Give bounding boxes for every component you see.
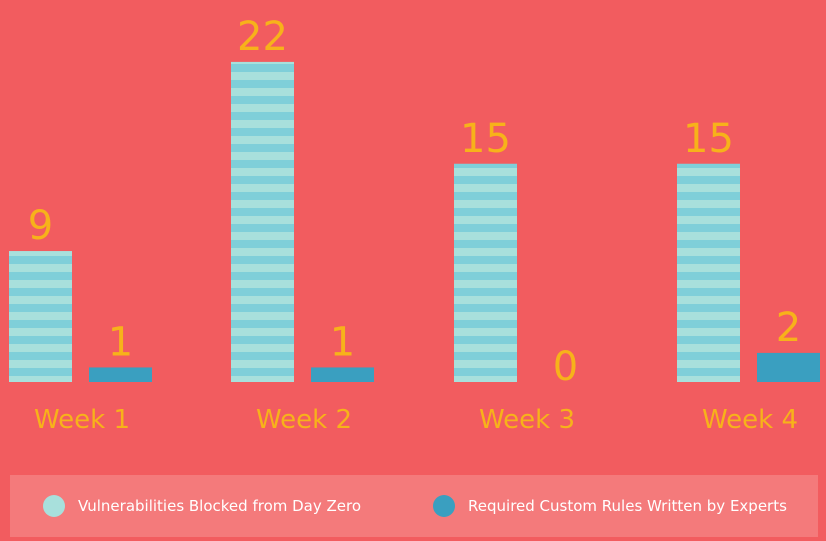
legend-swatch-custom-rules xyxy=(433,495,456,517)
bar-blocked-week-4 xyxy=(677,163,740,382)
x-tick-label-week-4: Week 4 xyxy=(702,405,798,435)
data-label-custom-rules-week-2: 1 xyxy=(330,319,355,365)
data-label-custom-rules-week-1: 1 xyxy=(108,319,133,365)
legend-item-blocked: Vulnerabilities Blocked from Day Zero xyxy=(43,495,361,517)
legend-swatch-blocked xyxy=(43,495,65,517)
chart-legend: Vulnerabilities Blocked from Day Zero Re… xyxy=(10,475,818,537)
data-label-custom-rules-week-3: 0 xyxy=(553,344,578,390)
bar-custom-rules-week-2 xyxy=(311,367,374,382)
data-label-blocked-week-4: 15 xyxy=(683,116,734,162)
x-tick-label-week-3: Week 3 xyxy=(479,405,575,435)
x-tick-label-week-2: Week 2 xyxy=(256,405,352,435)
bar-blocked-week-1 xyxy=(9,251,72,382)
bar-blocked-week-3 xyxy=(454,163,517,382)
legend-label-custom-rules: Required Custom Rules Written by Experts xyxy=(468,497,787,515)
legend-item-custom-rules: Required Custom Rules Written by Experts xyxy=(433,495,787,517)
data-label-blocked-week-2: 22 xyxy=(237,14,288,60)
legend-label-blocked: Vulnerabilities Blocked from Day Zero xyxy=(78,497,362,515)
bar-custom-rules-week-4 xyxy=(757,352,820,382)
data-label-custom-rules-week-4: 2 xyxy=(776,305,801,351)
data-label-blocked-week-1: 9 xyxy=(28,203,53,249)
bar-chart: 9 1 22 1 15 0 15 2 Week 1 Week 2 Week 3 Week 4 xyxy=(9,14,820,435)
bar-blocked-week-2 xyxy=(231,61,294,383)
data-label-blocked-week-3: 15 xyxy=(460,116,511,162)
x-tick-label-week-1: Week 1 xyxy=(34,405,130,435)
bar-custom-rules-week-1 xyxy=(89,367,152,382)
